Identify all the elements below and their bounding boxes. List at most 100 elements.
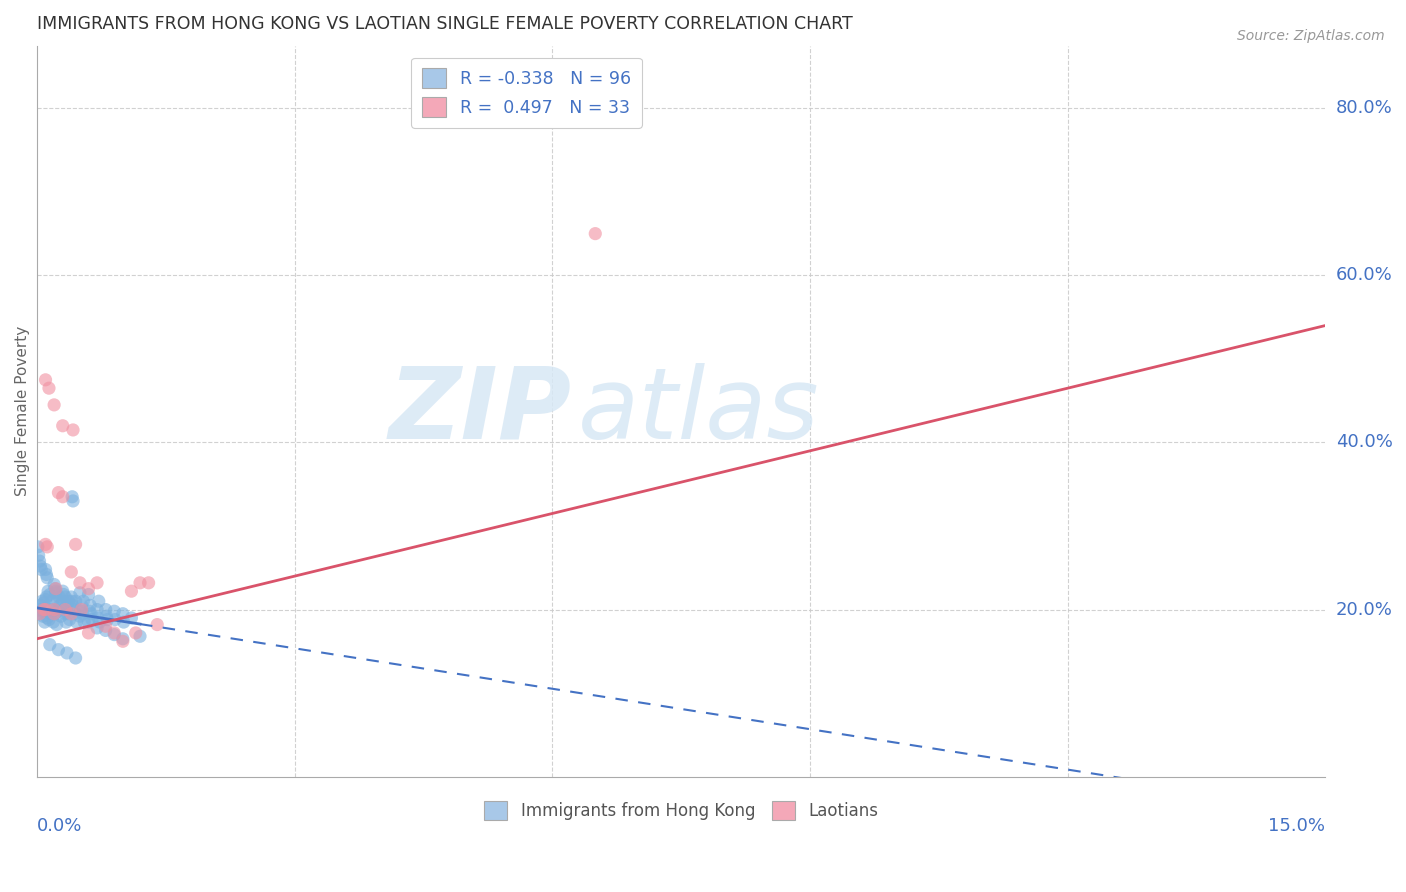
Point	[94, 619, 117, 633]
Point	[30, 559, 52, 574]
Point	[583, 227, 606, 241]
Point	[37, 584, 59, 599]
Point	[27, 607, 49, 621]
Point	[30, 599, 52, 613]
Point	[125, 626, 148, 640]
Point	[62, 494, 84, 508]
Point	[58, 594, 80, 608]
Point	[146, 617, 169, 632]
Point	[70, 599, 93, 613]
Point	[120, 611, 142, 625]
Point	[60, 565, 83, 579]
Point	[77, 587, 100, 601]
Point	[32, 602, 55, 616]
Point	[48, 590, 70, 604]
Point	[62, 423, 84, 437]
Point	[45, 582, 67, 596]
Point	[45, 586, 67, 600]
Point	[37, 540, 59, 554]
Point	[37, 611, 59, 625]
Point	[52, 587, 75, 601]
Point	[56, 607, 79, 621]
Point	[48, 642, 70, 657]
Point	[42, 602, 65, 616]
Point	[44, 607, 66, 621]
Point	[55, 615, 77, 629]
Point	[65, 537, 87, 551]
Point	[30, 562, 52, 576]
Point	[77, 626, 100, 640]
Point	[89, 615, 111, 629]
Point	[32, 609, 55, 624]
Text: 15.0%: 15.0%	[1268, 817, 1326, 835]
Point	[37, 571, 59, 585]
Text: 80.0%: 80.0%	[1336, 99, 1392, 118]
Point	[38, 638, 60, 652]
Text: ZIP: ZIP	[388, 363, 572, 459]
Point	[31, 594, 53, 608]
Point	[38, 613, 60, 627]
Point	[53, 590, 76, 604]
Point	[65, 615, 87, 629]
Point	[49, 609, 72, 624]
Point	[94, 602, 117, 616]
Point	[38, 381, 60, 395]
Point	[30, 604, 52, 618]
Point	[60, 490, 83, 504]
Point	[52, 594, 75, 608]
Point	[56, 599, 79, 613]
Point	[70, 602, 93, 616]
Point	[42, 577, 65, 591]
Point	[38, 587, 60, 601]
Point	[42, 607, 65, 621]
Point	[34, 562, 56, 576]
Point	[87, 611, 110, 625]
Text: atlas: atlas	[578, 363, 820, 459]
Point	[49, 599, 72, 613]
Point	[27, 548, 49, 562]
Text: Source: ZipAtlas.com: Source: ZipAtlas.com	[1237, 29, 1385, 43]
Point	[60, 599, 83, 613]
Point	[103, 627, 125, 641]
Point	[42, 398, 65, 412]
Point	[41, 594, 63, 608]
Point	[103, 604, 125, 618]
Point	[60, 607, 83, 621]
Point	[63, 607, 86, 621]
Point	[48, 485, 70, 500]
Text: 40.0%: 40.0%	[1336, 434, 1392, 451]
Point	[34, 615, 56, 629]
Point	[111, 607, 134, 621]
Point	[48, 604, 70, 618]
Point	[96, 613, 118, 627]
Point	[27, 540, 49, 554]
Point	[77, 582, 100, 596]
Point	[28, 602, 51, 616]
Point	[34, 602, 56, 616]
Point	[96, 609, 118, 624]
Point	[39, 602, 62, 616]
Point	[42, 615, 65, 629]
Point	[60, 590, 83, 604]
Point	[65, 594, 87, 608]
Point	[56, 646, 79, 660]
Point	[73, 615, 96, 629]
Point	[69, 604, 91, 618]
Point	[69, 609, 91, 624]
Point	[86, 575, 108, 590]
Point	[111, 632, 134, 646]
Point	[35, 567, 58, 582]
Text: 60.0%: 60.0%	[1336, 267, 1392, 285]
Point	[129, 575, 152, 590]
Point	[79, 604, 101, 618]
Point	[53, 602, 76, 616]
Point	[52, 490, 75, 504]
Point	[120, 584, 142, 599]
Point	[34, 537, 56, 551]
Point	[77, 615, 100, 629]
Point	[129, 629, 152, 643]
Point	[32, 596, 55, 610]
Point	[80, 607, 103, 621]
Point	[42, 602, 65, 616]
Point	[52, 584, 75, 599]
